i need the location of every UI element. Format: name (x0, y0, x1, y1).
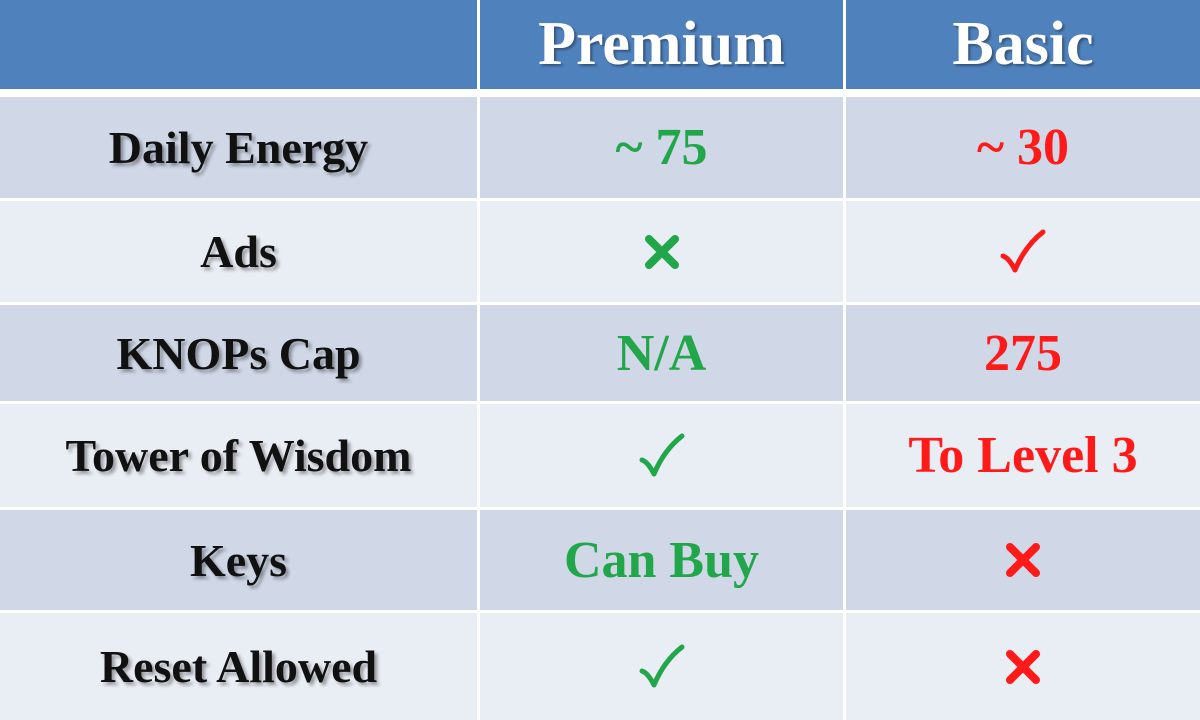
row-label-daily-energy: Daily Energy (0, 97, 480, 201)
row-label-reset-allowed: Reset Allowed (0, 613, 480, 720)
premium-reset-allowed (480, 613, 846, 720)
row-label-tower-of-wisdom: Tower of Wisdom (0, 404, 480, 510)
row-label-knops-cap: KNOPs Cap (0, 305, 480, 404)
header-basic: Basic (846, 0, 1200, 97)
basic-reset-allowed (846, 613, 1200, 720)
premium-knops-cap: N/A (480, 305, 846, 404)
basic-ads (846, 201, 1200, 305)
header-corner (0, 0, 480, 97)
premium-daily-energy: ~ 75 (480, 97, 846, 201)
check-icon (999, 228, 1047, 276)
basic-daily-energy: ~ 30 (846, 97, 1200, 201)
check-icon (638, 432, 686, 480)
premium-tower-of-wisdom (480, 404, 846, 510)
premium-ads (480, 201, 846, 305)
cross-icon (643, 233, 681, 271)
basic-knops-cap: 275 (846, 305, 1200, 404)
row-label-keys: Keys (0, 510, 480, 613)
premium-keys: Can Buy (480, 510, 846, 613)
basic-tower-of-wisdom: To Level 3 (846, 404, 1200, 510)
cross-icon (1004, 541, 1042, 579)
row-label-ads: Ads (0, 201, 480, 305)
cross-icon (1004, 648, 1042, 686)
header-premium: Premium (480, 0, 846, 97)
check-icon (638, 643, 686, 691)
basic-keys (846, 510, 1200, 613)
